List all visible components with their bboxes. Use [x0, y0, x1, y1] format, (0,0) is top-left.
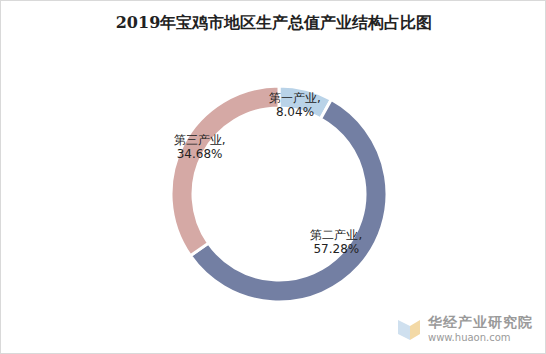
svg-text:第一产业,8.04%: 第一产业,8.04%	[269, 91, 321, 119]
html-text:www.huaon.com: www.huaon.com	[428, 332, 511, 343]
svg-text:第三产业,34.68%: 第三产业,34.68%	[174, 133, 226, 161]
html-text:2019年宝鸡市地区生产总值产业结构占比图: 2019年宝鸡市地区生产总值产业结构占比图	[115, 13, 433, 32]
svg-text:第二产业,57.28%: 第二产业,57.28%	[310, 228, 362, 256]
html-text:华经产业研究院: 华经产业研究院	[428, 314, 533, 330]
